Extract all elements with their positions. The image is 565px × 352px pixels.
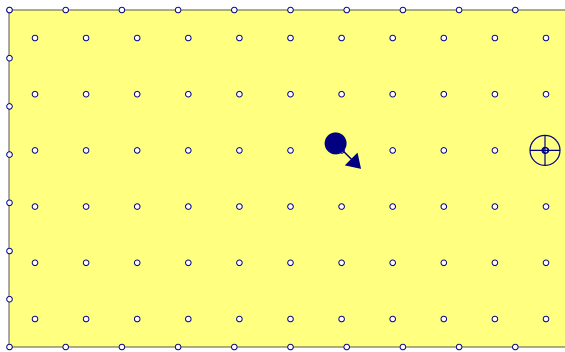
grid-dot[interactable]: [542, 90, 550, 98]
grid-dot[interactable]: [82, 147, 90, 154]
grid-dot[interactable]: [31, 90, 39, 98]
grid-dot[interactable]: [185, 259, 192, 267]
grid-dot[interactable]: [287, 90, 294, 98]
bottom-edge-marker: [231, 343, 238, 351]
grid-dot[interactable]: [31, 203, 39, 210]
grid-dot[interactable]: [185, 203, 192, 210]
grid-dot[interactable]: [236, 34, 243, 42]
grid-dot[interactable]: [440, 315, 448, 323]
grid-dot[interactable]: [287, 34, 294, 42]
grid-dot[interactable]: [236, 315, 243, 323]
top-edge-marker: [174, 6, 182, 14]
grid-dot[interactable]: [185, 34, 192, 42]
direction-arrow-icon: [344, 152, 362, 169]
grid-dot[interactable]: [440, 147, 448, 154]
grid-dot[interactable]: [389, 203, 397, 210]
bottom-edge-marker: [174, 343, 182, 351]
grid-dot[interactable]: [542, 315, 550, 323]
grid-dot[interactable]: [236, 90, 243, 98]
grid-dot[interactable]: [133, 259, 141, 267]
grid-dot[interactable]: [82, 203, 90, 210]
grid-dot[interactable]: [185, 315, 192, 323]
grid-dot[interactable]: [491, 147, 499, 154]
grid-dot[interactable]: [338, 259, 345, 267]
grid-dot[interactable]: [491, 34, 499, 42]
grid-dot[interactable]: [338, 203, 345, 210]
grid-dot[interactable]: [491, 315, 499, 323]
grid-dot[interactable]: [31, 147, 39, 154]
top-edge-marker: [399, 6, 407, 14]
grid-dot[interactable]: [440, 259, 448, 267]
grid-dot[interactable]: [338, 90, 345, 98]
grid-dot[interactable]: [389, 147, 397, 154]
player-token[interactable]: [324, 132, 362, 169]
grid-dot[interactable]: [133, 315, 141, 323]
bottom-edge-marker: [287, 343, 294, 351]
top-edge-marker: [455, 6, 463, 14]
grid-dot[interactable]: [491, 203, 499, 210]
grid-dot[interactable]: [542, 259, 550, 267]
left-edge-marker: [6, 247, 13, 255]
left-edge-marker: [6, 295, 13, 303]
grid-dot[interactable]: [82, 259, 90, 267]
crosshair-icon[interactable]: [529, 134, 561, 166]
grid-dot[interactable]: [287, 259, 294, 267]
grid-dot[interactable]: [440, 90, 448, 98]
grid-dot[interactable]: [287, 315, 294, 323]
grid-dot[interactable]: [133, 34, 141, 42]
grid-dot[interactable]: [491, 259, 499, 267]
grid-dot[interactable]: [82, 34, 90, 42]
top-edge-marker: [343, 6, 351, 14]
left-edge-marker: [6, 151, 13, 158]
grid-dot[interactable]: [440, 34, 448, 42]
top-edge-marker: [287, 6, 294, 14]
left-edge-marker: [6, 199, 13, 207]
grid-dot[interactable]: [236, 203, 243, 210]
grid-dot[interactable]: [287, 203, 294, 210]
bottom-edge-marker: [62, 343, 69, 351]
bottom-edge-marker: [455, 343, 463, 351]
grid-dot[interactable]: [133, 147, 141, 154]
bottom-edge-marker: [512, 343, 519, 351]
grid-dot[interactable]: [236, 147, 243, 154]
bottom-edge-marker: [6, 343, 13, 351]
top-edge-marker: [62, 6, 69, 14]
grid-dot[interactable]: [133, 90, 141, 98]
left-edge-marker: [6, 6, 13, 14]
bottom-edge-marker: [399, 343, 407, 351]
grid-dot[interactable]: [491, 90, 499, 98]
direction-line: [335, 142, 354, 162]
grid-dot[interactable]: [389, 90, 397, 98]
grid-dot[interactable]: [542, 203, 550, 210]
grid-dot[interactable]: [389, 315, 397, 323]
grid-dot[interactable]: [31, 315, 39, 323]
bottom-edge-marker: [343, 343, 351, 351]
board-frame-ticks: [6, 6, 519, 351]
left-edge-marker: [6, 54, 13, 62]
grid-dot[interactable]: [338, 34, 345, 42]
grid-dot[interactable]: [389, 259, 397, 267]
grid-dot[interactable]: [440, 203, 448, 210]
grid-dot[interactable]: [185, 90, 192, 98]
grid-dot[interactable]: [133, 203, 141, 210]
grid-dot[interactable]: [338, 315, 345, 323]
crosshair-center: [541, 146, 549, 154]
top-edge-marker: [512, 6, 519, 14]
left-edge-marker: [6, 103, 13, 110]
bottom-edge-marker: [118, 343, 126, 351]
grid-dot[interactable]: [185, 147, 192, 154]
grid-dot[interactable]: [542, 34, 550, 42]
top-edge-marker: [118, 6, 126, 14]
grid-dot[interactable]: [31, 259, 39, 267]
grid-dot[interactable]: [389, 34, 397, 42]
grid-dot[interactable]: [82, 90, 90, 98]
grid-dot[interactable]: [236, 259, 243, 267]
board-background: [8, 9, 565, 348]
grid-dot[interactable]: [82, 315, 90, 323]
grid-dot[interactable]: [287, 147, 294, 154]
top-edge-marker: [231, 6, 238, 14]
grid-dot[interactable]: [31, 34, 39, 42]
